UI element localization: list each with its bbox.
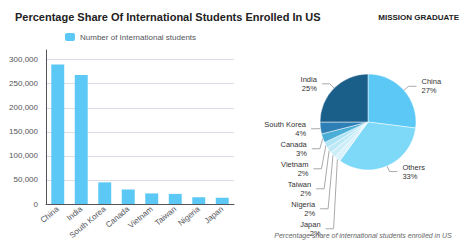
svg-text:33%: 33% <box>402 172 417 181</box>
svg-text:300,000: 300,000 <box>9 55 38 64</box>
svg-text:Percentage share of internatio: Percentage share of international studen… <box>274 232 452 240</box>
svg-text:Taiwan: Taiwan <box>288 180 311 189</box>
svg-text:2%: 2% <box>304 209 315 218</box>
svg-text:Number of International studen: Number of International students <box>80 33 196 42</box>
svg-text:India: India <box>65 204 84 222</box>
svg-text:27%: 27% <box>422 86 437 95</box>
svg-text:Nigeria: Nigeria <box>176 204 202 228</box>
svg-text:4%: 4% <box>295 129 306 138</box>
svg-text:South Korea: South Korea <box>264 120 307 129</box>
svg-text:Percentage Share Of Internatio: Percentage Share Of International Studen… <box>15 11 321 23</box>
svg-text:250,000: 250,000 <box>9 79 38 88</box>
svg-text:Japan: Japan <box>300 220 320 229</box>
svg-text:Others: Others <box>402 163 425 172</box>
svg-text:Japan: Japan <box>203 205 225 226</box>
svg-text:India: India <box>301 75 318 84</box>
svg-text:Nigeria: Nigeria <box>291 200 316 209</box>
svg-text:Canada: Canada <box>281 140 308 149</box>
svg-text:200,000: 200,000 <box>9 103 38 112</box>
svg-text:100,000: 100,000 <box>9 151 38 160</box>
svg-text:2%: 2% <box>300 189 311 198</box>
svg-text:South Korea: South Korea <box>68 204 108 240</box>
svg-text:China: China <box>39 204 61 225</box>
svg-text:50,000: 50,000 <box>14 175 39 184</box>
svg-text:China: China <box>422 77 442 86</box>
svg-text:Vietnam: Vietnam <box>281 160 308 169</box>
svg-text:Canada: Canada <box>103 204 132 230</box>
svg-text:150,000: 150,000 <box>9 127 38 136</box>
svg-text:3%: 3% <box>296 149 307 158</box>
svg-text:25%: 25% <box>302 84 317 93</box>
svg-text:0: 0 <box>34 200 39 209</box>
svg-text:Vietnam: Vietnam <box>126 204 154 230</box>
svg-text:MISSION GRADUATE: MISSION GRADUATE <box>378 13 459 22</box>
svg-text:2%: 2% <box>298 169 309 178</box>
svg-text:Taiwan: Taiwan <box>153 205 178 228</box>
